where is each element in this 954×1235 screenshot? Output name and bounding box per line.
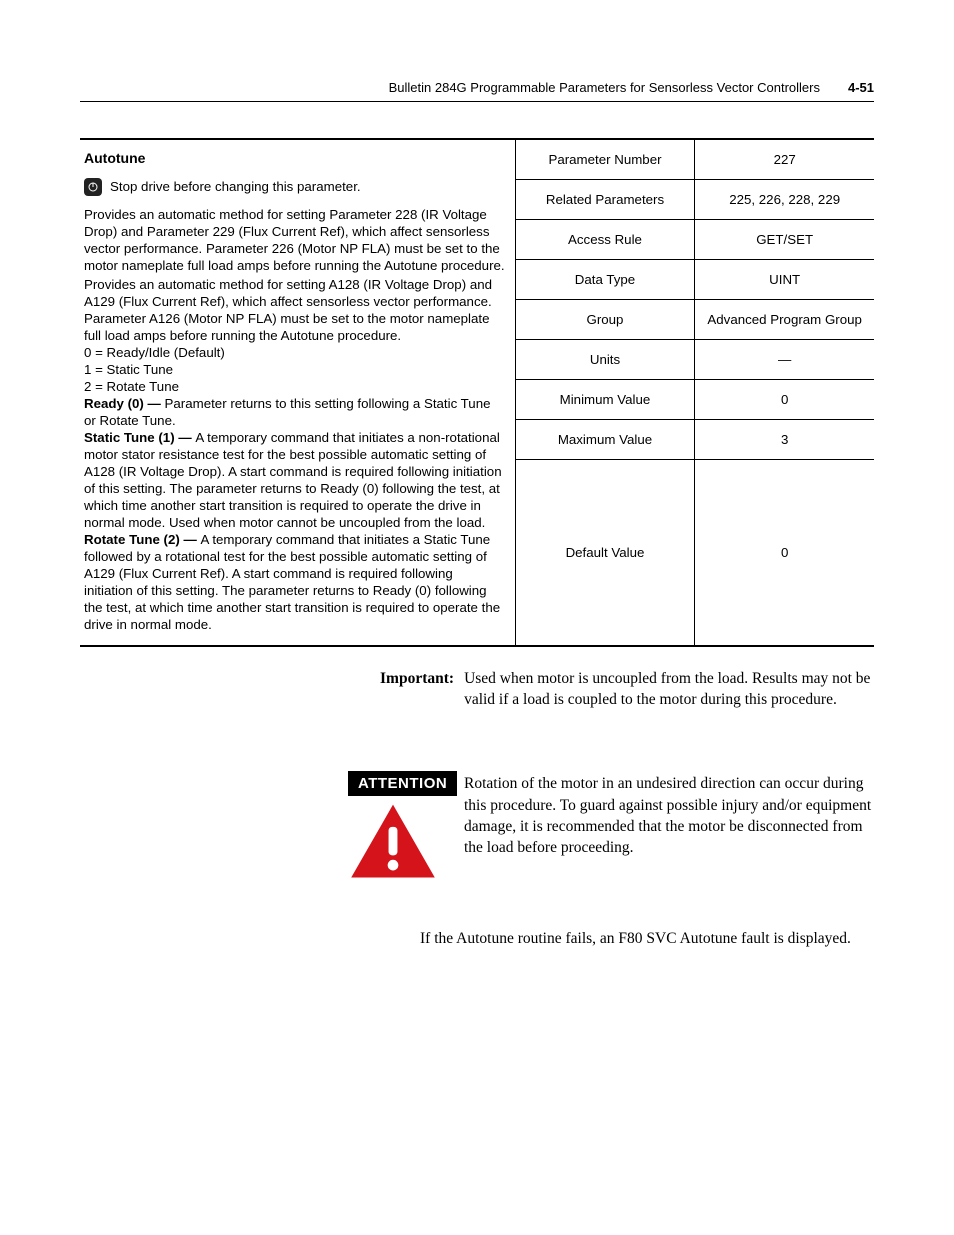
- prop-row-related: Related Parameters 225, 226, 228, 229: [516, 180, 874, 220]
- prop-value: 0: [695, 380, 874, 419]
- rotate-desc: Rotate Tune (2) — A temporary command th…: [84, 531, 505, 633]
- intro-2: Provides an automatic method for setting…: [84, 276, 505, 344]
- warning-icon: [348, 802, 458, 882]
- header-title: Bulletin 284G Programmable Parameters fo…: [389, 80, 820, 95]
- prop-row-min: Minimum Value 0: [516, 380, 874, 420]
- prop-row-number: Parameter Number 227: [516, 140, 874, 180]
- stop-icon: [84, 178, 102, 196]
- parameter-name: Autotune: [84, 150, 505, 166]
- prop-label: Related Parameters: [516, 180, 696, 219]
- prop-label: Data Type: [516, 260, 696, 299]
- prop-label: Units: [516, 340, 696, 379]
- prop-label: Maximum Value: [516, 420, 696, 459]
- prop-value: GET/SET: [695, 220, 874, 259]
- option-0: 0 = Ready/Idle (Default): [84, 344, 505, 361]
- prop-row-max: Maximum Value 3: [516, 420, 874, 460]
- option-2: 2 = Rotate Tune: [84, 378, 505, 395]
- ready-desc: Ready (0) — Parameter returns to this se…: [84, 395, 505, 429]
- prop-row-units: Units —: [516, 340, 874, 380]
- prop-value: 227: [695, 140, 874, 179]
- prop-row-group: Group Advanced Program Group: [516, 300, 874, 340]
- intro-1: Provides an automatic method for setting…: [84, 206, 505, 274]
- stop-drive-row: Stop drive before changing this paramete…: [84, 178, 505, 196]
- attention-text: Rotation of the motor in an undesired di…: [458, 771, 874, 882]
- parameter-block: Autotune Stop drive before changing this…: [80, 138, 874, 647]
- parameter-description: Autotune Stop drive before changing this…: [80, 140, 516, 645]
- prop-value: 0: [695, 460, 874, 645]
- prop-value: Advanced Program Group: [695, 300, 874, 339]
- attention-note: ATTENTION Rotation of the motor in an un…: [80, 771, 874, 882]
- important-label: Important:: [380, 669, 454, 711]
- attention-label: ATTENTION: [348, 771, 457, 796]
- prop-row-default: Default Value 0: [516, 460, 874, 645]
- parameter-body: Provides an automatic method for setting…: [84, 206, 505, 633]
- header-rule: [80, 101, 874, 102]
- prop-value: —: [695, 340, 874, 379]
- prop-label: Default Value: [516, 460, 696, 645]
- prop-value: UINT: [695, 260, 874, 299]
- page-header: Bulletin 284G Programmable Parameters fo…: [80, 80, 874, 95]
- prop-label: Access Rule: [516, 220, 696, 259]
- prop-row-dtype: Data Type UINT: [516, 260, 874, 300]
- prop-label: Parameter Number: [516, 140, 696, 179]
- prop-row-access: Access Rule GET/SET: [516, 220, 874, 260]
- page-number: 4-51: [848, 80, 874, 95]
- important-text: Used when motor is uncoupled from the lo…: [464, 669, 874, 711]
- option-1: 1 = Static Tune: [84, 361, 505, 378]
- parameter-properties: Parameter Number 227 Related Parameters …: [516, 140, 874, 645]
- prop-value: 3: [695, 420, 874, 459]
- prop-label: Minimum Value: [516, 380, 696, 419]
- prop-value: 225, 226, 228, 229: [695, 180, 874, 219]
- static-desc: Static Tune (1) — A temporary command th…: [84, 429, 505, 531]
- stop-note: Stop drive before changing this paramete…: [110, 178, 361, 195]
- prop-label: Group: [516, 300, 696, 339]
- footer-text: If the Autotune routine fails, an F80 SV…: [80, 930, 874, 948]
- important-note: Important: Used when motor is uncoupled …: [80, 669, 874, 711]
